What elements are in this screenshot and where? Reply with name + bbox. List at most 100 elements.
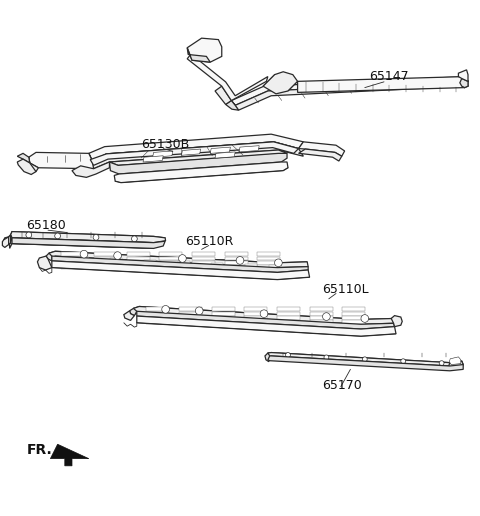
Polygon shape xyxy=(179,308,202,311)
Polygon shape xyxy=(137,311,395,329)
Polygon shape xyxy=(299,142,345,156)
Polygon shape xyxy=(215,86,231,104)
Polygon shape xyxy=(310,316,333,320)
Circle shape xyxy=(132,236,137,241)
Polygon shape xyxy=(10,238,154,248)
Polygon shape xyxy=(178,262,190,266)
Polygon shape xyxy=(187,54,268,101)
Text: 65180: 65180 xyxy=(26,219,66,232)
Polygon shape xyxy=(130,309,137,316)
Text: 65110R: 65110R xyxy=(185,235,233,248)
Polygon shape xyxy=(192,252,215,256)
Polygon shape xyxy=(257,261,280,265)
Polygon shape xyxy=(225,261,248,265)
Polygon shape xyxy=(9,235,12,243)
Polygon shape xyxy=(192,256,215,261)
Polygon shape xyxy=(127,252,150,256)
Circle shape xyxy=(114,252,121,260)
Polygon shape xyxy=(244,308,267,311)
Polygon shape xyxy=(37,256,52,270)
Polygon shape xyxy=(257,256,280,261)
Polygon shape xyxy=(244,320,267,324)
Circle shape xyxy=(323,313,330,320)
Polygon shape xyxy=(277,316,300,320)
Polygon shape xyxy=(245,264,257,269)
Circle shape xyxy=(162,305,169,313)
Polygon shape xyxy=(192,265,215,269)
Circle shape xyxy=(362,357,367,362)
Polygon shape xyxy=(109,150,287,165)
Polygon shape xyxy=(127,265,150,269)
Polygon shape xyxy=(310,312,333,316)
Polygon shape xyxy=(460,78,468,88)
Polygon shape xyxy=(50,444,89,466)
Polygon shape xyxy=(342,320,365,324)
Polygon shape xyxy=(133,307,394,324)
Circle shape xyxy=(93,234,99,240)
Polygon shape xyxy=(458,70,468,82)
Polygon shape xyxy=(124,311,134,320)
Polygon shape xyxy=(244,312,267,316)
Polygon shape xyxy=(211,263,223,268)
Polygon shape xyxy=(12,238,165,248)
Polygon shape xyxy=(268,352,463,366)
Polygon shape xyxy=(61,265,84,269)
Polygon shape xyxy=(23,157,38,172)
Circle shape xyxy=(401,359,406,364)
Polygon shape xyxy=(49,251,307,268)
Polygon shape xyxy=(268,356,463,371)
Polygon shape xyxy=(4,235,11,245)
Polygon shape xyxy=(159,256,182,261)
Polygon shape xyxy=(159,261,182,265)
Polygon shape xyxy=(449,361,463,370)
Polygon shape xyxy=(137,316,396,336)
Polygon shape xyxy=(225,256,248,261)
Polygon shape xyxy=(52,256,308,272)
Polygon shape xyxy=(277,320,300,324)
Polygon shape xyxy=(212,312,235,316)
Polygon shape xyxy=(127,256,150,261)
Polygon shape xyxy=(61,261,84,265)
Polygon shape xyxy=(310,320,333,324)
Polygon shape xyxy=(17,153,30,163)
Circle shape xyxy=(55,233,60,239)
Polygon shape xyxy=(52,261,310,280)
Polygon shape xyxy=(299,149,342,161)
Polygon shape xyxy=(127,261,150,265)
Text: FR.: FR. xyxy=(26,443,52,457)
Circle shape xyxy=(26,232,32,238)
Polygon shape xyxy=(90,142,299,165)
Polygon shape xyxy=(212,320,235,324)
Polygon shape xyxy=(146,312,169,316)
Polygon shape xyxy=(61,256,84,261)
Polygon shape xyxy=(277,308,300,311)
Polygon shape xyxy=(263,72,298,94)
Text: 65147: 65147 xyxy=(370,70,409,84)
Polygon shape xyxy=(89,142,303,169)
Polygon shape xyxy=(268,352,462,366)
Polygon shape xyxy=(269,265,281,270)
Polygon shape xyxy=(257,265,280,269)
Polygon shape xyxy=(29,152,94,169)
Text: 65170: 65170 xyxy=(323,379,362,392)
Polygon shape xyxy=(146,308,169,311)
Polygon shape xyxy=(46,253,52,261)
Polygon shape xyxy=(298,76,468,92)
Polygon shape xyxy=(143,156,163,162)
Polygon shape xyxy=(77,257,89,262)
Circle shape xyxy=(179,254,186,262)
Polygon shape xyxy=(181,149,201,155)
Polygon shape xyxy=(110,259,122,263)
Polygon shape xyxy=(153,151,173,157)
Circle shape xyxy=(286,352,290,358)
Polygon shape xyxy=(187,48,210,62)
Polygon shape xyxy=(179,320,202,324)
Polygon shape xyxy=(231,82,468,110)
Polygon shape xyxy=(231,76,468,105)
Polygon shape xyxy=(257,252,280,256)
Polygon shape xyxy=(146,316,169,320)
Text: 65130B: 65130B xyxy=(142,138,190,151)
Polygon shape xyxy=(159,265,182,269)
Polygon shape xyxy=(239,146,259,152)
Polygon shape xyxy=(244,316,267,320)
